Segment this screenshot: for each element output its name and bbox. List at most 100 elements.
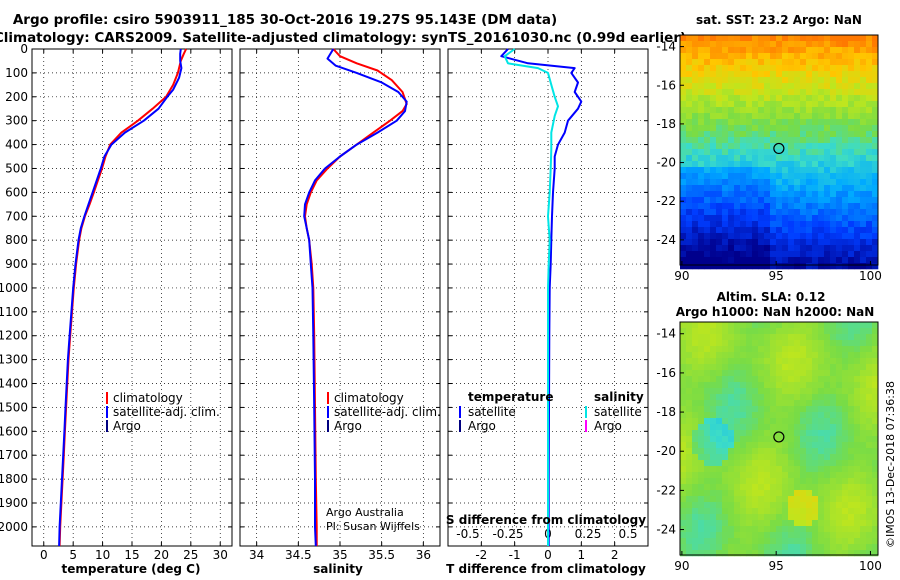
- map-cell: [818, 346, 825, 353]
- map-cell: [722, 89, 729, 96]
- map-cell: [740, 406, 747, 413]
- map-cell: [818, 412, 825, 419]
- map-cell: [800, 442, 807, 449]
- map-cell: [740, 436, 747, 443]
- map-cell: [812, 394, 819, 401]
- map-cell: [830, 95, 837, 102]
- map-cell: [734, 502, 741, 509]
- map-cell: [782, 101, 789, 108]
- map-cell: [848, 544, 855, 551]
- map-cell: [788, 502, 795, 509]
- map-cell: [788, 83, 795, 90]
- map-cell: [680, 107, 687, 114]
- map-cell: [800, 185, 807, 192]
- map-cell: [872, 89, 879, 96]
- map-cell: [758, 167, 765, 174]
- map-cell: [728, 41, 735, 48]
- map-cell: [860, 89, 867, 96]
- map-cell: [734, 484, 741, 491]
- map-cell: [854, 460, 861, 467]
- map-cell: [818, 334, 825, 341]
- map-cell: [758, 442, 765, 449]
- map-cell: [830, 209, 837, 216]
- map-cell: [704, 532, 711, 539]
- map-cell: [716, 376, 723, 383]
- map-cell: [788, 526, 795, 533]
- map-cell: [824, 394, 831, 401]
- map-cell: [740, 364, 747, 371]
- map-cell: [824, 173, 831, 180]
- map-cell: [758, 71, 765, 78]
- map-cell: [722, 263, 729, 270]
- map-cell: [866, 442, 873, 449]
- map-cell: [866, 430, 873, 437]
- map-cell: [758, 59, 765, 66]
- map-cell: [710, 472, 717, 479]
- map-cell: [680, 95, 687, 102]
- map-cell: [770, 155, 777, 162]
- map-cell: [830, 436, 837, 443]
- map-cell: [734, 113, 741, 120]
- map-cell: [788, 448, 795, 455]
- map-cell: [734, 418, 741, 425]
- map-cell: [794, 448, 801, 455]
- map-cell: [704, 251, 711, 258]
- map-cell: [734, 328, 741, 335]
- map-cell: [764, 185, 771, 192]
- map-cell: [830, 394, 837, 401]
- map-cell: [746, 514, 753, 521]
- map-cell: [686, 376, 693, 383]
- map-cell: [704, 41, 711, 48]
- map-cell: [818, 113, 825, 120]
- map-cell: [848, 370, 855, 377]
- map-cell: [818, 215, 825, 222]
- map-cell: [734, 400, 741, 407]
- map-cell: [848, 352, 855, 359]
- legend-label-sal-argo: Argo: [594, 419, 622, 433]
- map-cell: [854, 472, 861, 479]
- map-cell: [740, 388, 747, 395]
- map-cell: [704, 514, 711, 521]
- map-cell: [686, 514, 693, 521]
- map-cell: [836, 358, 843, 365]
- map-cell: [770, 472, 777, 479]
- map-cell: [854, 538, 861, 545]
- map-cell: [866, 173, 873, 180]
- lat-tick-label: -14: [656, 327, 676, 341]
- map-cell: [848, 388, 855, 395]
- map-cell: [830, 412, 837, 419]
- x-tick-label: 36: [416, 548, 431, 562]
- map-cell: [842, 502, 849, 509]
- map-cell: [836, 388, 843, 395]
- map-cell: [698, 221, 705, 228]
- map-cell: [800, 484, 807, 491]
- map-cell: [710, 221, 717, 228]
- map-cell: [764, 514, 771, 521]
- map-cell: [830, 119, 837, 126]
- map-cell: [728, 239, 735, 246]
- map-cell: [848, 215, 855, 222]
- map-cell: [752, 484, 759, 491]
- map-cell: [848, 550, 855, 557]
- map-cell: [686, 370, 693, 377]
- map-cell: [758, 406, 765, 413]
- map-cell: [794, 520, 801, 527]
- map-cell: [680, 484, 687, 491]
- map-cell: [842, 394, 849, 401]
- map-cell: [848, 538, 855, 545]
- map-cell: [692, 430, 699, 437]
- map-cell: [734, 526, 741, 533]
- map-cell: [746, 185, 753, 192]
- map-cell: [716, 263, 723, 270]
- map-cell: [740, 107, 747, 114]
- map-cell: [794, 239, 801, 246]
- depth-tick-label: 700: [5, 209, 28, 223]
- map-cell: [872, 155, 879, 162]
- map-cell: [836, 155, 843, 162]
- map-cell: [788, 388, 795, 395]
- map-cell: [848, 161, 855, 168]
- map-cell: [710, 430, 717, 437]
- map-cell: [866, 484, 873, 491]
- map-cell: [848, 490, 855, 497]
- map-cell: [776, 107, 783, 114]
